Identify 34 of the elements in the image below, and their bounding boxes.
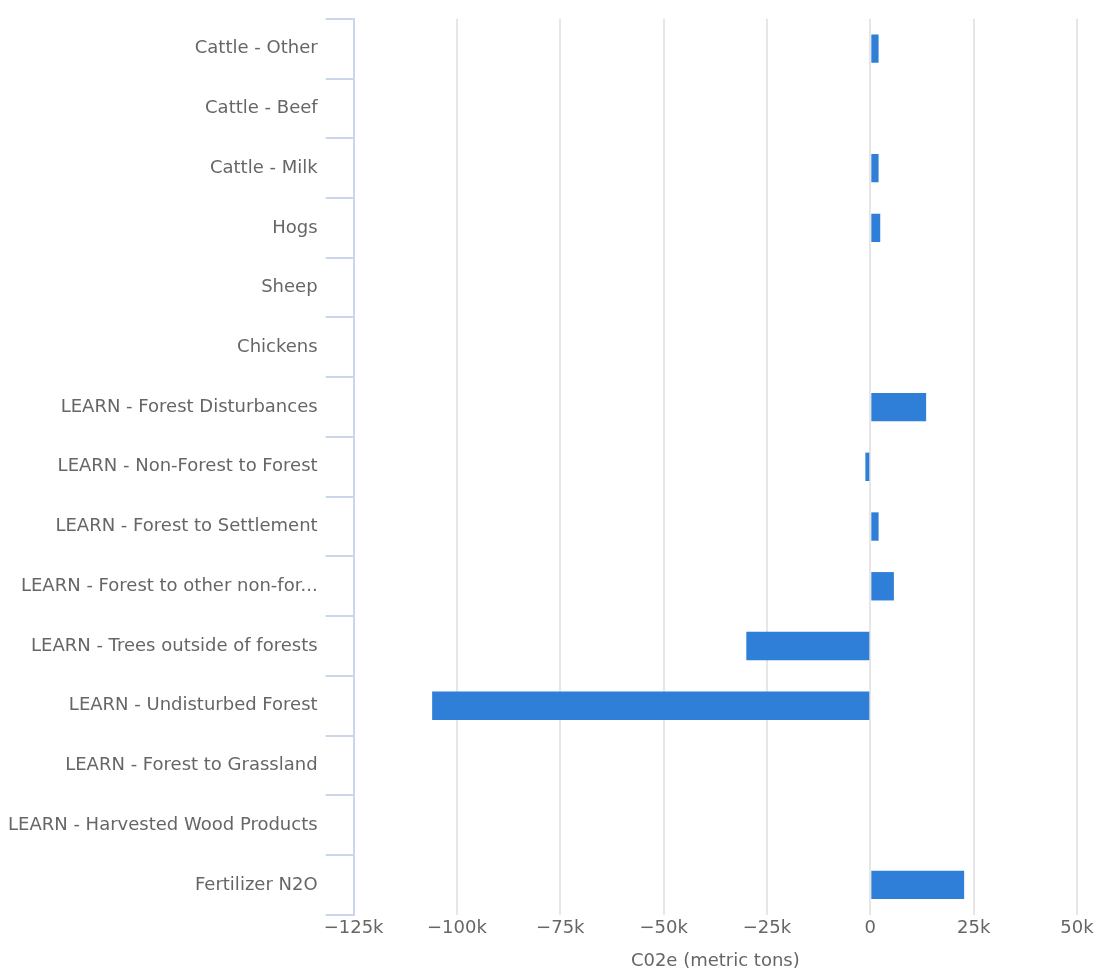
- x-tick-label: −125k: [323, 916, 385, 938]
- x-tick-label: 0: [864, 916, 877, 938]
- x-tick-label: −100k: [427, 916, 488, 938]
- bar: [871, 34, 879, 63]
- y-tick-label: Sheep: [261, 275, 318, 297]
- y-tick-label: Fertilizer N2O: [194, 872, 318, 894]
- y-tick-label: LEARN - Trees outside of forests: [30, 633, 318, 655]
- y-tick-label: LEARN - Forest to other non-for...: [20, 573, 318, 595]
- bar: [432, 691, 870, 720]
- bar: [865, 452, 870, 481]
- x-tick-label: −25k: [742, 916, 792, 938]
- bar: [871, 392, 927, 422]
- bar: [746, 631, 870, 661]
- y-tick-label: Cattle - Other: [194, 36, 319, 58]
- y-tick-label: LEARN - Forest to Grassland: [65, 753, 318, 775]
- bar: [871, 213, 881, 243]
- y-tick-label: Chickens: [237, 335, 318, 357]
- y-tick-label: LEARN - Forest to Settlement: [55, 514, 318, 536]
- y-tick-label: Hogs: [272, 215, 318, 237]
- x-tick-label: −75k: [536, 916, 586, 938]
- bar: [871, 572, 894, 601]
- y-tick-label: LEARN - Harvested Wood Products: [7, 812, 318, 834]
- bar: [871, 870, 965, 900]
- x-tick-label: −50k: [639, 916, 689, 938]
- y-tick-label: Cattle - Beef: [205, 96, 319, 118]
- bar: [871, 153, 879, 183]
- x-tick-label: 25k: [956, 916, 991, 938]
- x-axis-title: C02e (metric tons): [630, 948, 800, 970]
- y-tick-label: LEARN - Non-Forest to Forest: [57, 454, 318, 476]
- y-tick-label: LEARN - Undisturbed Forest: [68, 693, 318, 715]
- x-tick-label: 50k: [1060, 916, 1095, 938]
- bar: [871, 512, 879, 541]
- y-tick-label: Cattle - Milk: [209, 155, 319, 177]
- y-tick-label: LEARN - Forest Disturbances: [60, 394, 318, 416]
